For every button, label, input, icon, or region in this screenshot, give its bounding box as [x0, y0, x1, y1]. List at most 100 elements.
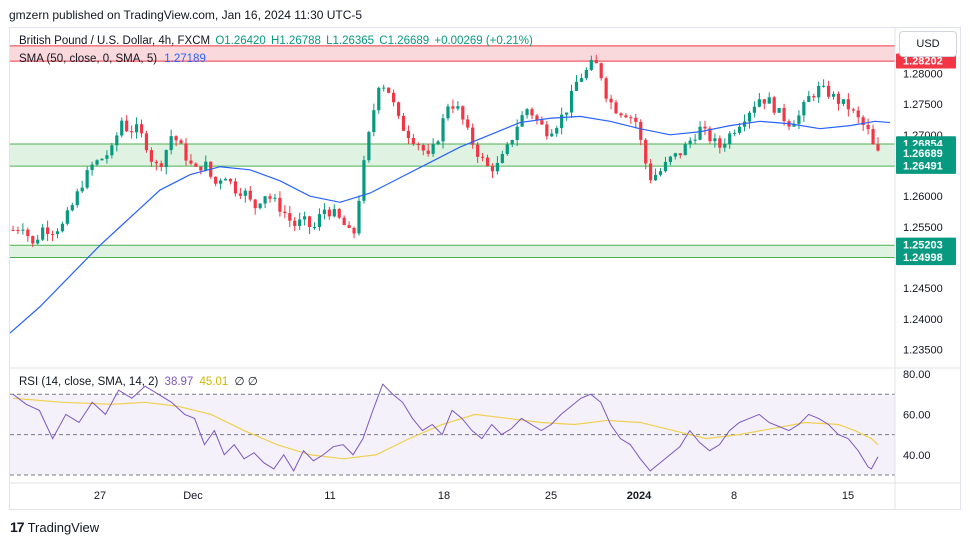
price-tick-label: 1.23500	[903, 345, 943, 357]
zone-red-0	[10, 45, 895, 62]
candle-body	[836, 93, 841, 104]
candle-body	[841, 99, 845, 104]
candle-body	[401, 115, 406, 131]
candle-body	[663, 161, 668, 172]
candle-body	[110, 145, 114, 156]
candle-body	[288, 213, 292, 221]
candle-body	[367, 132, 371, 161]
candle-body	[846, 99, 850, 110]
candle-body	[619, 113, 623, 116]
candle-body	[777, 108, 781, 113]
candle-body	[55, 231, 60, 235]
candle-body	[263, 196, 267, 204]
candle-body	[540, 120, 544, 125]
rsi-tick-label: 80.00	[903, 369, 931, 381]
currency-button[interactable]: USD	[899, 31, 957, 57]
candle-body	[80, 187, 84, 192]
candle-body	[525, 109, 529, 116]
candle-body	[713, 138, 717, 142]
candle-body	[134, 124, 139, 133]
rsi-legend: RSI (14, close, SMA, 14, 2) 38.97 45.01 …	[19, 374, 258, 388]
candle-body	[624, 115, 628, 118]
chart-frame[interactable]	[9, 27, 961, 510]
candle-body	[718, 138, 722, 148]
candle-body	[738, 126, 742, 133]
candle-body	[258, 203, 262, 209]
high-value: H1.26788	[271, 35, 321, 47]
candle-body	[219, 180, 223, 184]
candle-body	[485, 157, 490, 167]
candle-body	[866, 124, 870, 130]
candle-body	[60, 223, 65, 232]
candle-body	[164, 150, 168, 168]
candle-body	[90, 164, 94, 171]
candle-body	[431, 144, 435, 154]
price-tick-label: 1.28000	[903, 68, 943, 80]
sma-value: 1.27189	[164, 53, 206, 65]
candle-body	[688, 140, 692, 145]
candle-body	[85, 170, 89, 188]
candle-body	[673, 153, 677, 157]
candle-body	[41, 227, 45, 240]
candle-body	[733, 132, 737, 134]
close-value: C1.26689	[379, 35, 430, 47]
candle-body	[382, 87, 386, 89]
price-tick-label: 1.26000	[903, 191, 943, 203]
candle-body	[278, 197, 282, 212]
candle-body	[698, 126, 702, 140]
candle-body	[480, 156, 485, 158]
sma-legend: SMA (50, close, 0, SMA, 5) 1.27189	[19, 53, 206, 65]
candle-body	[100, 158, 104, 161]
time-tick-label: 2024	[627, 490, 652, 502]
candle-body	[441, 118, 445, 142]
price-labels-layer: 1.282021.268541.2668901:29:471.264911.25…	[896, 53, 956, 266]
candle-body	[466, 119, 470, 128]
candle-body	[703, 126, 707, 129]
candle-body	[565, 112, 569, 115]
candle-body	[243, 190, 247, 196]
brand-name: TradingView	[27, 519, 100, 535]
candle-body	[159, 163, 163, 168]
candle-body	[639, 121, 643, 140]
time-tick-label: 27	[94, 490, 106, 502]
candle-body	[658, 171, 663, 175]
candle-body	[530, 109, 534, 116]
candle-body	[490, 166, 495, 172]
rsi-line	[12, 383, 879, 472]
rsi-tick-label: 60.00	[903, 409, 931, 421]
candle-body	[500, 154, 504, 163]
candle-body	[238, 193, 242, 196]
candle-body	[406, 130, 411, 139]
price-label-bg	[896, 250, 956, 266]
candle-body	[322, 209, 326, 215]
candle-body	[50, 233, 55, 235]
candle-body	[426, 150, 430, 154]
price-tick-label: 1.25500	[903, 222, 943, 234]
candle-body	[451, 106, 455, 109]
candle-body	[861, 117, 865, 125]
footer-brand[interactable]: 17 TradingView	[10, 519, 99, 535]
candle-body	[446, 106, 450, 119]
candle-body	[139, 124, 144, 134]
price-tick-label: 1.24000	[903, 314, 943, 326]
tradingview-logo-icon: 17	[10, 519, 25, 535]
rsi-ma-line	[12, 397, 879, 460]
candle-body	[317, 214, 322, 227]
price-label-bg	[896, 237, 956, 253]
candle-body	[149, 150, 153, 162]
candle-body	[851, 109, 855, 111]
candle-body	[807, 96, 811, 102]
candle-body	[307, 216, 312, 227]
candle-body	[105, 155, 109, 159]
candle-body	[179, 140, 183, 144]
low-value: L1.26365	[326, 35, 375, 47]
candle-body	[792, 123, 796, 127]
candle-body	[411, 138, 415, 144]
ohlc-legend: British Pound / U.S. Dollar, 4h, FXCM O1…	[19, 35, 533, 47]
sma-layer	[9, 115, 891, 334]
candle-body	[46, 227, 50, 234]
candle-body	[604, 78, 608, 99]
candle-body	[812, 96, 816, 98]
candle-body	[831, 93, 836, 97]
